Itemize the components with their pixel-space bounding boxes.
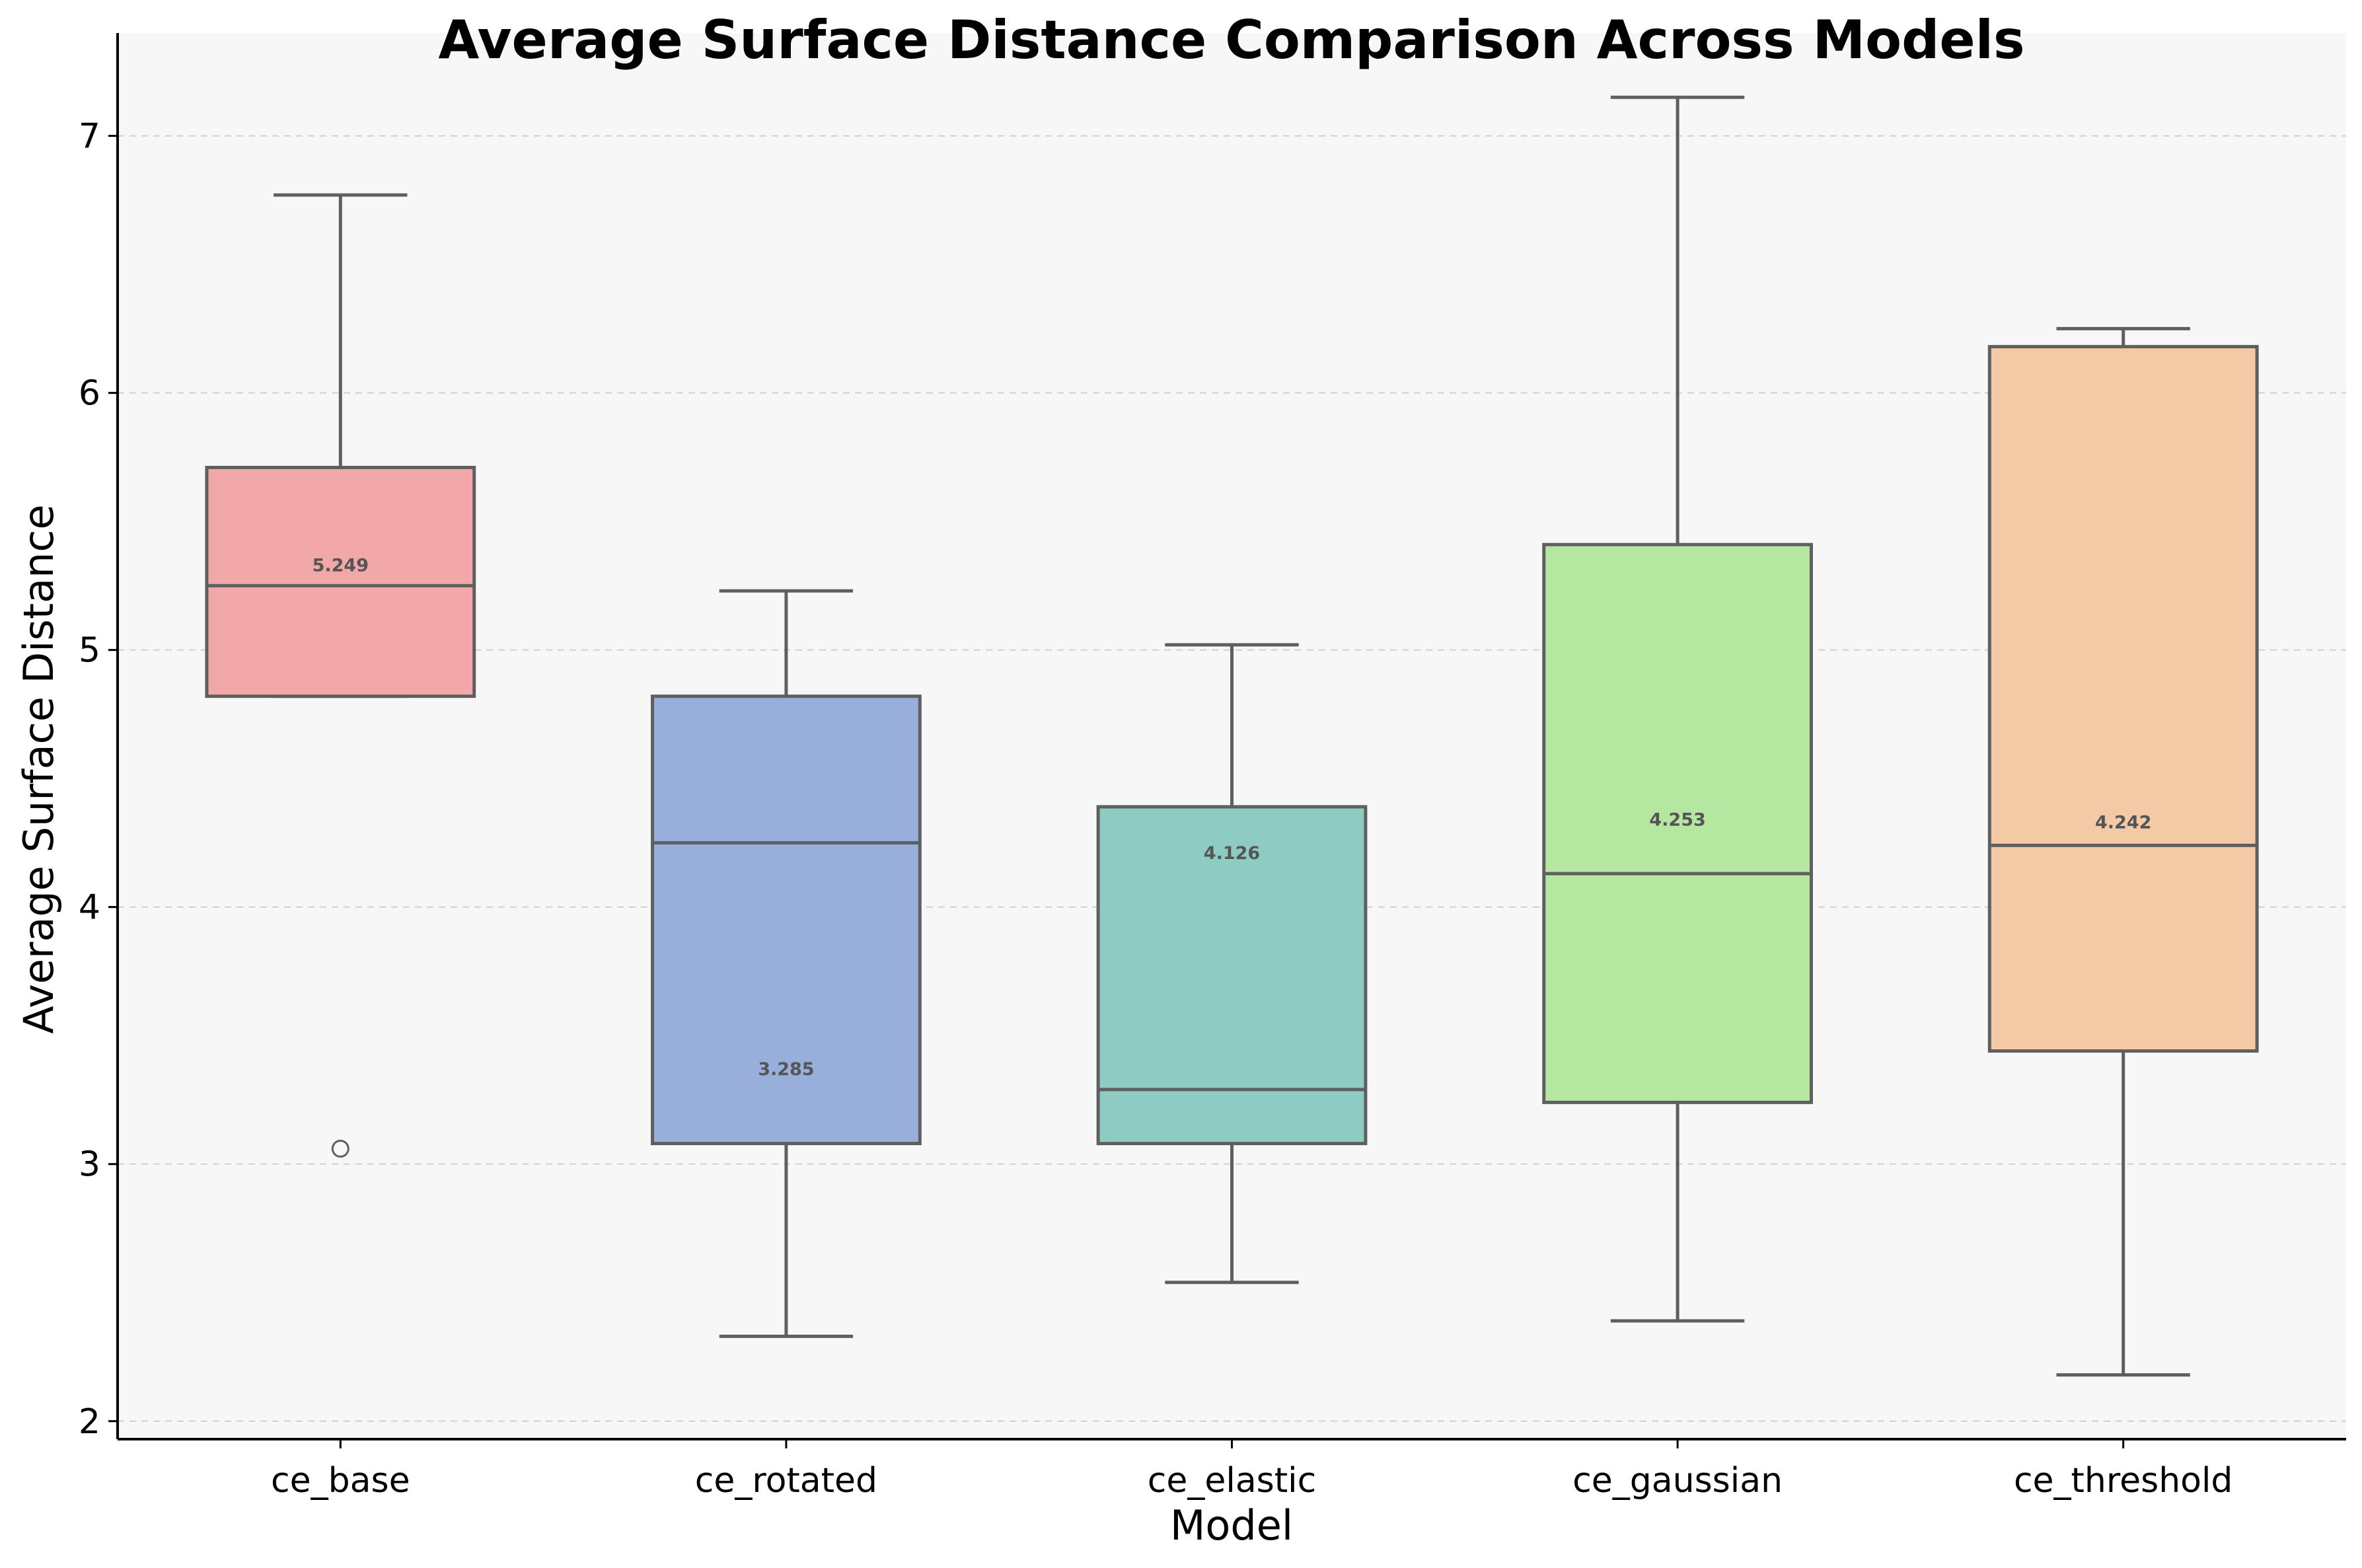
x-tick-label-ce_threshold: ce_threshold [2014, 1461, 2233, 1501]
box-ce_threshold [1987, 326, 2259, 1377]
x-tick-label-ce_rotated: ce_rotated [695, 1461, 877, 1501]
box-ce_elastic [1096, 643, 1368, 1285]
iqr-box-ce_base [205, 465, 476, 698]
x-tick-label-ce_elastic: ce_elastic [1148, 1461, 1316, 1501]
iqr-box-ce_gaussian [1542, 542, 1813, 1104]
x-tick-label-ce_gaussian: ce_gaussian [1572, 1461, 1783, 1501]
y-tick-label-3: 3 [79, 1145, 100, 1185]
y-tick-label-2: 2 [79, 1402, 100, 1442]
y-tick-label-6: 6 [79, 374, 100, 414]
boxes [205, 95, 2259, 1377]
median-label-ce_elastic: 4.126 [1204, 843, 1260, 864]
iqr-box-ce_elastic [1096, 805, 1368, 1146]
y-tick-label-5: 5 [79, 631, 100, 671]
iqr-box-ce_rotated [651, 694, 922, 1146]
box-ce_gaussian [1542, 95, 1813, 1323]
x-tick-label-ce_base: ce_base [271, 1461, 410, 1501]
y-ticks: 2 3 4 5 6 7 [79, 117, 118, 1442]
median-label-ce_gaussian: 4.253 [1649, 809, 1705, 830]
box-ce_base [205, 193, 476, 1158]
x-ticks: ce_base ce_rotated ce_elastic ce_gaussian ce… [271, 1439, 2233, 1501]
outlier-ce_base-0 [331, 1139, 350, 1158]
y-tick-label-4: 4 [79, 888, 100, 928]
chart-title: Average Surface Distance Comparison Acro… [438, 9, 2024, 71]
y-axis-label: Average Surface Distance [15, 504, 63, 1033]
x-axis-label: Model [1170, 1501, 1293, 1549]
gridlines [118, 135, 2346, 1422]
median-label-ce_base: 5.249 [313, 555, 369, 576]
iqr-box-ce_threshold [1987, 345, 2259, 1053]
box-ce_rotated [651, 589, 922, 1338]
y-tick-label-7: 7 [79, 117, 100, 157]
median-label-ce_rotated: 3.285 [758, 1059, 814, 1080]
median-label-ce_threshold: 4.242 [2095, 812, 2151, 833]
median-annotations: 5.249 3.285 4.126 4.253 4.242 [313, 555, 2152, 1080]
